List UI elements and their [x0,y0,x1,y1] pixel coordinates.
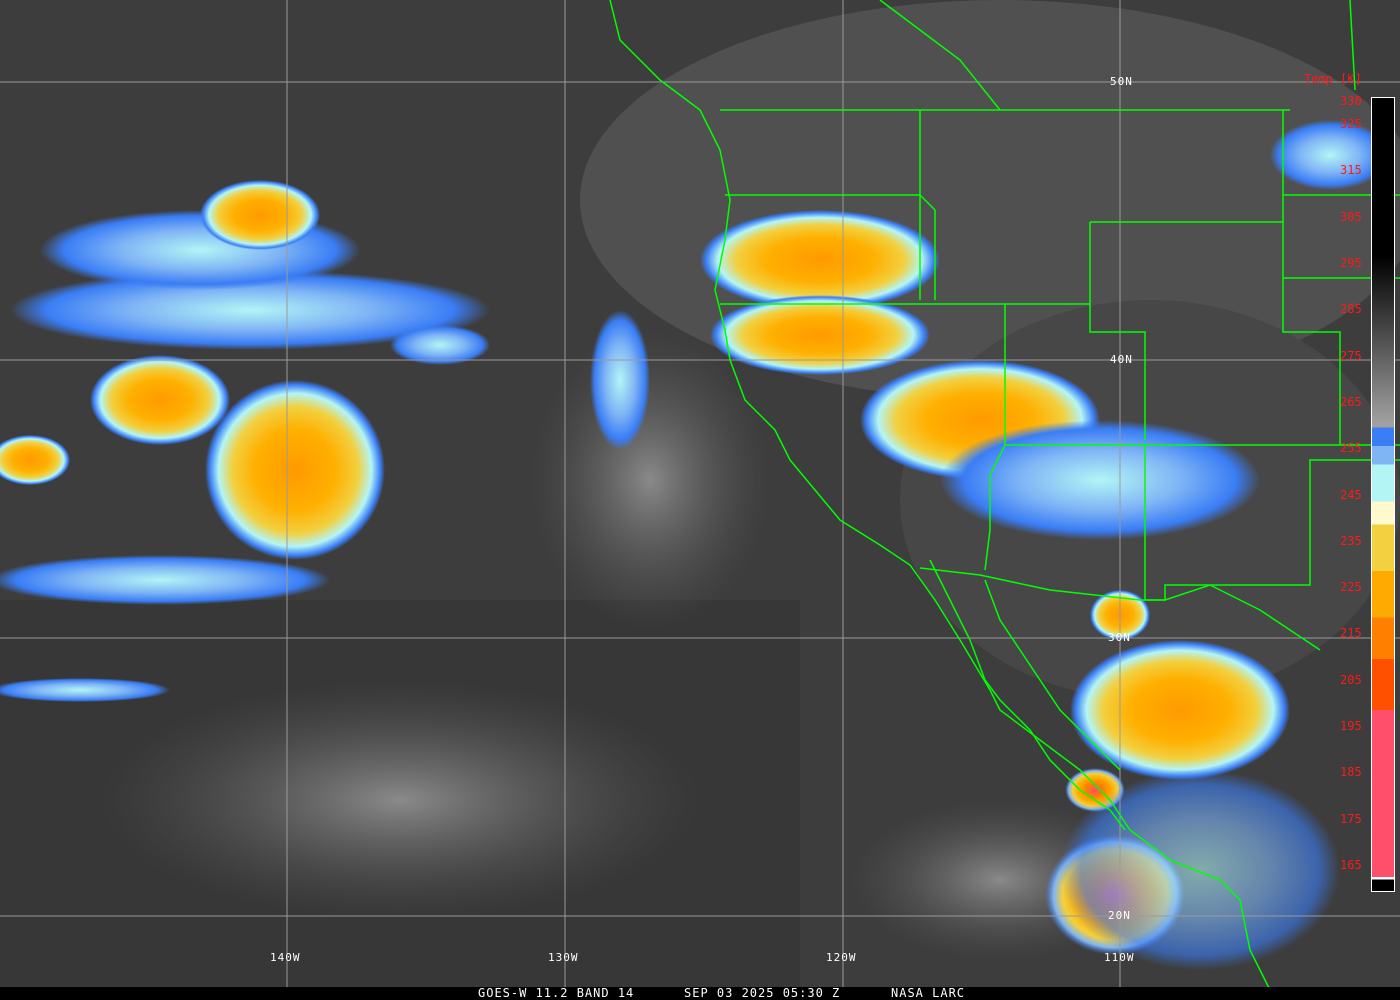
cloud-band [0,555,330,605]
colorbar-tick-315: 315 [1340,163,1362,178]
colorbar-tick-245: 245 [1340,487,1362,502]
colorbar-tick-265: 265 [1340,394,1362,409]
cloud-cell [1070,640,1290,780]
new-mexico-border [1144,445,1400,601]
baja-coastline [929,559,1126,831]
cloud-band [10,270,490,350]
lat-label-50n: 50N [1110,75,1133,88]
colorbar-title: Temp [K] [1304,72,1362,86]
cloud-cell [390,325,490,365]
credit-label: NASA LARC [891,986,966,1000]
lat-label-20n: 20N [1108,909,1131,922]
cloud-band [0,678,170,702]
colorado-border [1282,110,1341,445]
baja-inner-coast [984,579,1121,771]
lon-label-140w: 140W [270,951,301,964]
caption-bar: GOES-W 11.2 BAND 14 SEP 03 2025 05:30 Z … [0,987,1400,1000]
lon-label-130w: 130W [548,951,579,964]
cloud-cell [590,310,650,450]
cloud-cell [1270,120,1390,190]
coastlines-and-borders [609,0,1400,991]
colorbar-tick-285: 285 [1340,302,1362,317]
colorbar-tick-225: 225 [1340,580,1362,595]
cloud-cell [710,295,930,375]
temperature-colorbar [1371,97,1395,892]
colorbar-tick-235: 235 [1340,533,1362,548]
satellite-band-label: GOES-W 11.2 BAND 14 [478,986,635,1000]
colorbar-tick-165: 165 [1340,857,1362,872]
oregon-washington-border [725,194,936,300]
colorbar-tick-215: 215 [1340,626,1362,641]
california-nevada-border [984,304,1006,571]
cloud-cell [940,420,1260,540]
colorbar-tick-295: 295 [1340,256,1362,271]
cloud-cell [0,435,70,485]
cloud-cell [700,210,940,310]
colorbar-tick-330: 330 [1340,94,1362,108]
datetime-label: SEP 03 2025 05:30 Z [684,986,841,1000]
utah-border [1089,222,1146,440]
colorbar-tick-325: 325 [1340,117,1362,132]
canada-east-border [1349,0,1356,91]
lat-label-30n: 30N [1108,631,1131,644]
coastline [609,0,1271,991]
cloud-cell [205,380,385,560]
cloud-cell [90,355,230,445]
colorbar-tick-195: 195 [1340,719,1362,734]
lon-label-110w: 110W [1104,951,1135,964]
colorbar-tick-275: 275 [1340,348,1362,363]
cloud-systems [0,120,1390,970]
colorbar-tick-205: 205 [1340,672,1362,687]
colorbar-tick-255: 255 [1340,441,1362,456]
colorbar-tick-175: 175 [1340,811,1362,826]
cloud-cell [200,180,320,250]
colorbar-tick-305: 305 [1340,209,1362,224]
colorbar-tick-185: 185 [1340,765,1362,780]
lat-label-40n: 40N [1110,353,1133,366]
island-coast [879,0,1001,111]
lon-label-120w: 120W [826,951,857,964]
